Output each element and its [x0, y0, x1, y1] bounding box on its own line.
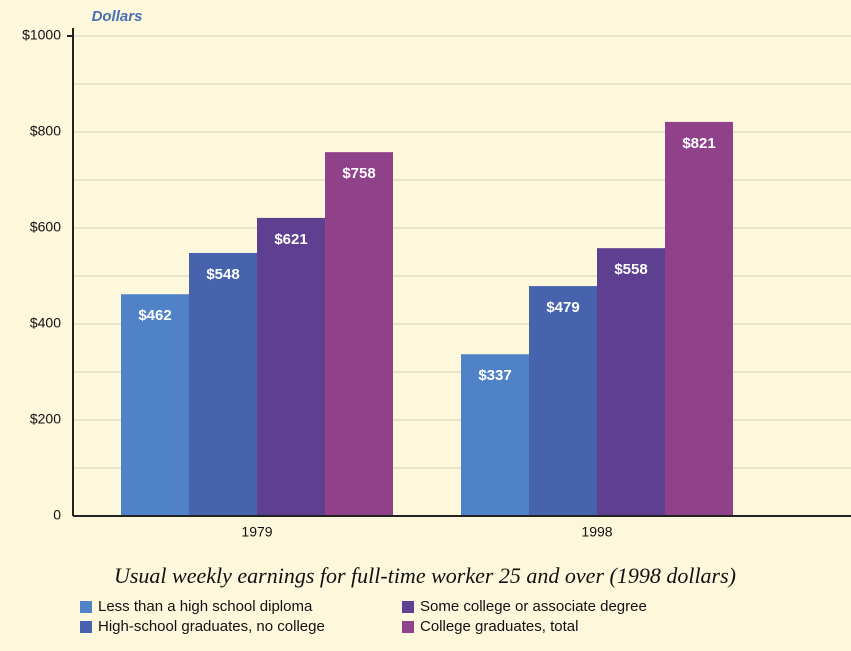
y-tick-label: $600	[30, 219, 61, 235]
y-tick-label: $1000	[22, 27, 61, 43]
bar	[189, 252, 257, 516]
value-label: $337	[478, 367, 511, 384]
legend-label: College graduates, total	[420, 618, 578, 635]
legend-swatch	[402, 601, 414, 613]
bar	[597, 248, 665, 516]
value-label: $462	[138, 307, 171, 324]
value-label: $558	[614, 261, 647, 278]
value-label: $479	[546, 299, 579, 316]
bar	[461, 354, 529, 516]
y-axis-label: Dollars	[92, 8, 143, 25]
legend-label: High-school graduates, no college	[98, 618, 325, 635]
x-tick-label: 1979	[241, 524, 272, 540]
value-label: $548	[206, 266, 239, 283]
bar	[325, 152, 393, 516]
legend-swatch	[80, 621, 92, 633]
bar	[121, 294, 189, 516]
x-tick-label: 1998	[581, 524, 612, 540]
legend-swatch	[402, 621, 414, 633]
y-tick-label: $800	[30, 123, 61, 139]
value-label: $758	[342, 165, 375, 182]
bar	[529, 286, 597, 516]
legend-swatch	[80, 601, 92, 613]
chart-title: Usual weekly earnings for full-time work…	[114, 563, 736, 588]
legend-label: Some college or associate degree	[420, 598, 647, 615]
legend-label: Less than a high school diploma	[98, 598, 313, 615]
y-tick-label: $400	[30, 315, 61, 331]
value-label: $821	[682, 135, 715, 152]
bar	[257, 217, 325, 517]
value-label: $621	[274, 231, 307, 248]
y-tick-label: $200	[30, 411, 61, 427]
bar	[665, 121, 733, 517]
y-tick-label: 0	[53, 507, 61, 523]
